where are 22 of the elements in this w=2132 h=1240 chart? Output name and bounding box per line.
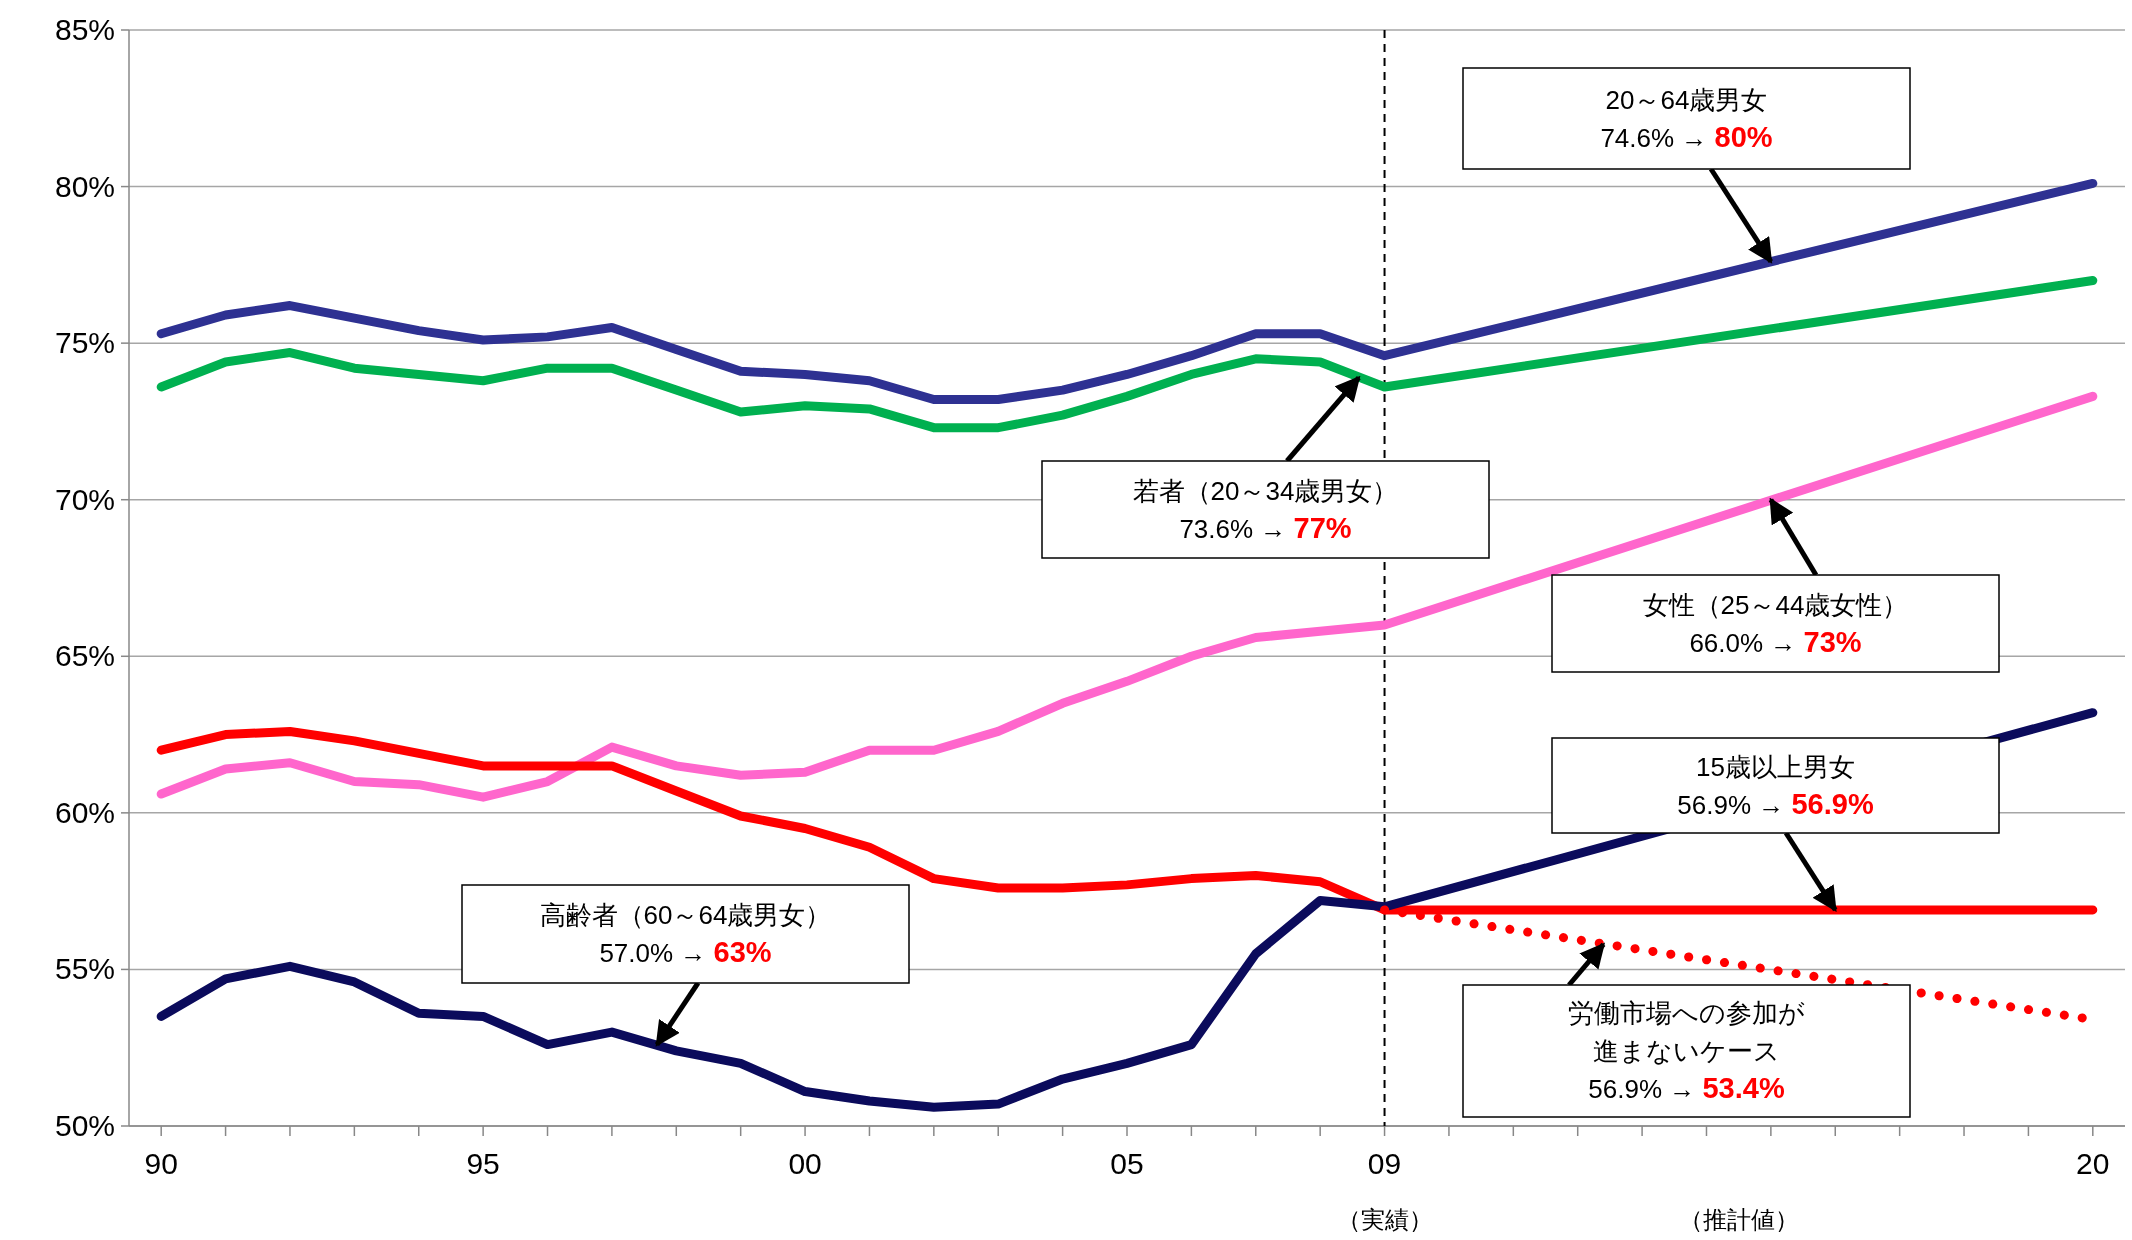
x-tick-label: 00 [788,1147,822,1180]
x-tick-label: 95 [466,1147,500,1180]
x-tick-label: 90 [144,1147,178,1180]
y-tick-label: 60% [54,795,115,829]
y-tick-label: 85% [54,13,115,46]
y-tick-label: 80% [54,169,115,203]
y-tick-label: 75% [54,326,115,360]
y-tick-label: 70% [54,482,115,516]
y-tick-label: 55% [54,952,115,986]
annotation: 20～64歳男女 74.6% → 80% [1600,84,1773,153]
y-tick-label: 65% [54,639,115,673]
y-tick-label: 50% [54,1109,115,1142]
text: （実績） [1336,1206,1433,1233]
annotation: 女性（25～44歳女性） 66.0% → 73% [1642,589,1909,658]
x-tick-label: 09 [1367,1147,1402,1180]
text: （推計値） [1678,1206,1799,1233]
annotation: 若者（20～34歳男女） 73.6% → 77% [1132,475,1399,544]
x-tick-label: 05 [1110,1147,1144,1180]
x-tick-label: 20 [2076,1147,2110,1180]
annotation: 労働市場への参加が進まないケース 56.9% → 53.4% [1568,998,1805,1104]
annotation: 高齢者（60～64歳男女） 57.0% → 63% [539,900,832,968]
annotation: 15歳以上男女 56.9% → 56.9% [1677,751,1874,820]
